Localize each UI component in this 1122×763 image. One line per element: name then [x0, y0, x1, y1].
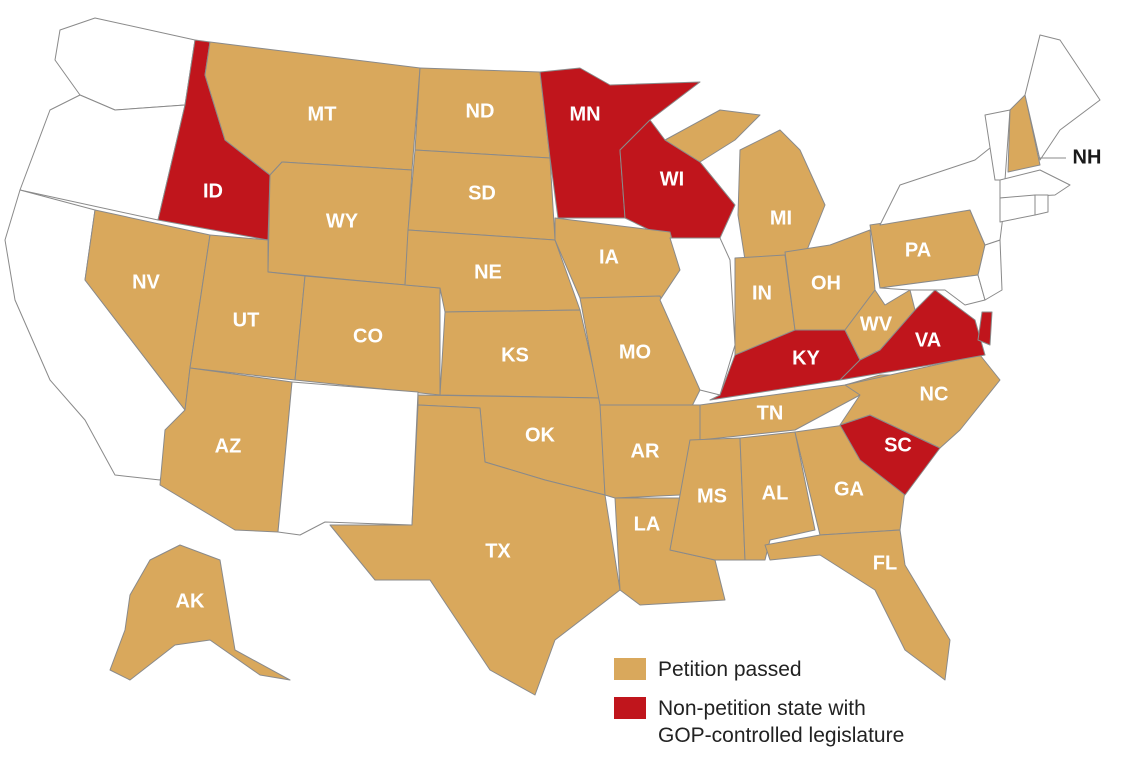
state-ME[interactable]: [1024, 34, 1101, 161]
state-label-AK: AK: [176, 590, 205, 612]
state-label-IA: IA: [599, 246, 619, 268]
legend-label-petition: Petition passed: [658, 658, 802, 681]
state-AK[interactable]: [109, 544, 291, 681]
state-MI[interactable]: [664, 109, 826, 261]
state-NH[interactable]: [1007, 94, 1041, 173]
state-label-CO: CO: [353, 325, 383, 347]
legend-swatch-non-petition: [614, 697, 646, 719]
state-label-IN: IN: [752, 282, 772, 304]
state-label-AL: AL: [762, 482, 789, 504]
state-label-WY: WY: [326, 210, 359, 232]
state-label-KS: KS: [501, 344, 529, 366]
legend-label-non-petition: Non-petition state with GOP-controlled l…: [658, 695, 904, 749]
state-label-TN: TN: [757, 402, 784, 424]
state-label-NC: NC: [920, 383, 949, 405]
state-label-PA: PA: [905, 239, 931, 261]
state-label-AR: AR: [631, 440, 660, 462]
legend-label-non-petition-line1: Non-petition state with: [658, 697, 866, 720]
legend-item-non-petition: Non-petition state with GOP-controlled l…: [614, 695, 904, 749]
state-label-ND: ND: [466, 100, 495, 122]
state-label-VA: VA: [915, 329, 941, 351]
state-label-WI: WI: [660, 168, 684, 190]
legend-swatch-petition: [614, 658, 646, 680]
state-label-MT: MT: [308, 103, 337, 125]
state-label-WV: WV: [860, 313, 893, 335]
state-label-MO: MO: [619, 341, 651, 363]
state-WA[interactable]: [54, 17, 196, 111]
state-CT[interactable]: [999, 194, 1036, 223]
state-label-MN: MN: [569, 103, 600, 125]
state-DE[interactable]: [977, 311, 993, 346]
state-label-MS: MS: [697, 485, 727, 507]
state-label-LA: LA: [634, 513, 661, 535]
state-label-FL: FL: [873, 552, 897, 574]
state-GA[interactable]: [794, 424, 906, 536]
legend-label-non-petition-line2: GOP-controlled legislature: [658, 724, 905, 747]
state-MA[interactable]: [999, 169, 1071, 199]
state-NC[interactable]: [839, 354, 1001, 449]
legend-item-petition: Petition passed: [614, 656, 904, 683]
state-label-MI: MI: [770, 207, 792, 229]
state-label-NV: NV: [132, 271, 160, 293]
state-label-SD: SD: [468, 182, 496, 204]
state-label-UT: UT: [233, 309, 260, 331]
state-NM[interactable]: [277, 381, 419, 536]
state-label-OH: OH: [811, 272, 841, 294]
state-label-NE: NE: [474, 261, 502, 283]
state-label-AZ: AZ: [215, 435, 242, 457]
state-FL[interactable]: [764, 529, 951, 681]
state-MO[interactable]: [579, 295, 701, 411]
state-label-TX: TX: [485, 540, 511, 562]
map-legend: Petition passed Non-petition state with …: [614, 656, 904, 761]
state-label-SC: SC: [884, 434, 912, 456]
state-TX[interactable]: [329, 404, 621, 696]
state-label-NH: NH: [1073, 146, 1102, 168]
state-label-GA: GA: [834, 478, 864, 500]
state-label-OK: OK: [525, 424, 556, 446]
state-label-KY: KY: [792, 347, 820, 369]
state-label-ID: ID: [203, 180, 223, 202]
state-RI[interactable]: [1034, 194, 1049, 216]
